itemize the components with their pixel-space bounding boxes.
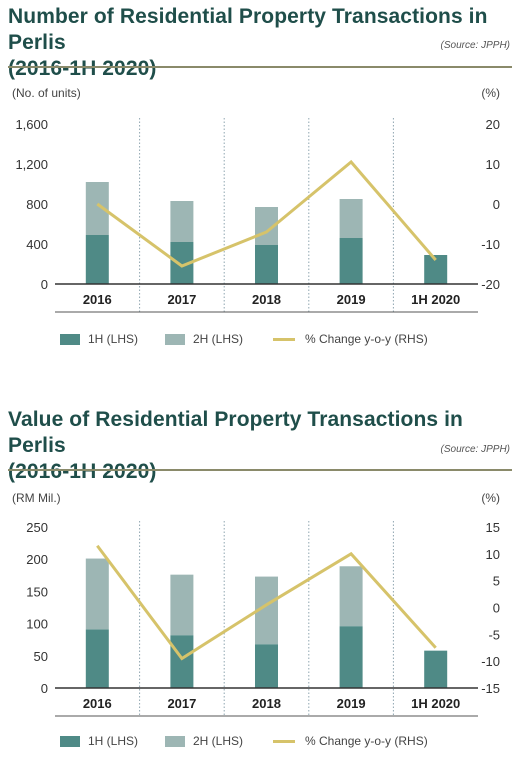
x-tick-label: 2016 bbox=[83, 292, 112, 307]
left-tick-label: 800 bbox=[26, 197, 48, 212]
chart-title-line2: (2016-1H 2020) bbox=[8, 57, 157, 80]
legend-label-line: % Change y-o-y (RHS) bbox=[305, 734, 428, 748]
chart-title-line1: Value of Residential Property Transactio… bbox=[8, 408, 463, 457]
legend-item-line: % Change y-o-y (RHS) bbox=[273, 734, 428, 748]
legend-swatch-2h bbox=[165, 333, 185, 345]
bar-1h bbox=[424, 255, 448, 284]
value-chart: (RM Mil.) (%) 0 50 100 150 200 250 -15 -10 -5 0 5 10 1… bbox=[12, 491, 500, 717]
right-tick-label: 15 bbox=[486, 520, 500, 535]
right-tick-label: 0 bbox=[493, 197, 500, 212]
chart-legend: 1H (LHS) 2H (LHS) % Change y-o-y (RHS) bbox=[60, 332, 500, 348]
bar-1h bbox=[85, 235, 109, 284]
x-tick-label: 1H 2020 bbox=[411, 292, 460, 307]
left-tick-label: 0 bbox=[41, 277, 48, 292]
legend-item-line: % Change y-o-y (RHS) bbox=[273, 332, 428, 346]
bar-1h bbox=[170, 242, 194, 284]
x-tick-label: 1H 2020 bbox=[411, 696, 460, 711]
bar-1h bbox=[255, 245, 278, 284]
chart-source: (Source: JPPH) bbox=[440, 444, 510, 455]
bar-2h bbox=[339, 566, 363, 627]
bar-1h bbox=[85, 629, 109, 688]
legend-label-line: % Change y-o-y (RHS) bbox=[305, 332, 428, 346]
right-tick-label: -20 bbox=[481, 277, 500, 292]
left-axis-unit: (RM Mil.) bbox=[12, 491, 61, 505]
left-tick-label: 1,600 bbox=[15, 117, 48, 132]
right-tick-label: 10 bbox=[486, 157, 500, 172]
chart-title-line2: (2016-1H 2020) bbox=[8, 460, 157, 483]
right-tick-label: -5 bbox=[488, 627, 500, 642]
x-tick-label: 2017 bbox=[167, 292, 196, 307]
bar-1h bbox=[255, 644, 278, 688]
right-tick-label: -15 bbox=[481, 681, 500, 696]
x-tick-label: 2018 bbox=[252, 292, 281, 307]
legend-item-1h: 1H (LHS) bbox=[60, 332, 138, 346]
left-tick-label: 250 bbox=[26, 520, 48, 535]
x-tick-label: 2018 bbox=[252, 696, 281, 711]
x-tick-label: 2016 bbox=[83, 696, 112, 711]
legend-swatch-2h bbox=[165, 735, 185, 747]
right-axis-unit: (%) bbox=[481, 86, 500, 100]
line-pct-change bbox=[96, 544, 437, 661]
x-tick-label: 2019 bbox=[337, 292, 366, 307]
legend-item-2h: 2H (LHS) bbox=[165, 734, 243, 748]
legend-item-1h: 1H (LHS) bbox=[60, 734, 138, 748]
bar-2h bbox=[85, 182, 109, 235]
chart-panel-units: Number of Residential Property Transacti… bbox=[0, 0, 522, 380]
bar-1h bbox=[170, 635, 194, 688]
x-tick-label: 2017 bbox=[167, 696, 196, 711]
chart-title: Number of Residential Property Transacti… bbox=[8, 4, 522, 82]
legend-label-1h: 1H (LHS) bbox=[88, 332, 139, 346]
left-tick-label: 0 bbox=[41, 681, 48, 696]
chart-legend: 1H (LHS) 2H (LHS) % Change y-o-y (RHS) bbox=[60, 734, 500, 750]
left-tick-label: 150 bbox=[26, 584, 48, 599]
legend-swatch-line bbox=[273, 739, 295, 743]
legend-label-1h: 1H (LHS) bbox=[88, 734, 139, 748]
bar-2h bbox=[85, 558, 109, 630]
units-chart: (No. of units) (%) 0 400 800 1,200 1,600 -20 -10… bbox=[12, 86, 500, 313]
legend-label-2h: 2H (LHS) bbox=[193, 332, 244, 346]
left-tick-label: 50 bbox=[34, 649, 48, 664]
title-divider bbox=[8, 66, 512, 68]
right-tick-label: 20 bbox=[486, 117, 500, 132]
left-tick-label: 1,200 bbox=[15, 157, 48, 172]
legend-swatch-1h bbox=[60, 333, 80, 345]
right-axis-unit: (%) bbox=[481, 491, 500, 505]
bar-1h bbox=[424, 650, 448, 688]
bar-2h bbox=[339, 199, 363, 238]
bar-2h bbox=[255, 576, 278, 645]
bar-1h bbox=[339, 238, 363, 284]
right-tick-label: -10 bbox=[481, 654, 500, 669]
bar-2h bbox=[170, 201, 194, 242]
left-axis-unit: (No. of units) bbox=[12, 86, 81, 100]
bar-2h bbox=[170, 574, 194, 636]
chart-title: Value of Residential Property Transactio… bbox=[8, 407, 522, 485]
legend-label-2h: 2H (LHS) bbox=[193, 734, 244, 748]
x-tick-label: 2019 bbox=[337, 696, 366, 711]
left-tick-label: 200 bbox=[26, 552, 48, 567]
legend-item-2h: 2H (LHS) bbox=[165, 332, 243, 346]
right-tick-label: 5 bbox=[493, 574, 500, 589]
chart-title-line1: Number of Residential Property Transacti… bbox=[8, 5, 488, 54]
title-divider bbox=[8, 469, 512, 471]
bar-1h bbox=[339, 626, 363, 688]
right-tick-label: -10 bbox=[481, 237, 500, 252]
line-pct-change bbox=[96, 159, 437, 268]
right-tick-label: 0 bbox=[493, 601, 500, 616]
legend-swatch-1h bbox=[60, 735, 80, 747]
chart-panel-value: Value of Residential Property Transactio… bbox=[0, 402, 522, 776]
right-tick-label: 10 bbox=[486, 547, 500, 562]
chart-source: (Source: JPPH) bbox=[440, 40, 510, 51]
legend-swatch-line bbox=[273, 337, 295, 341]
left-tick-label: 100 bbox=[26, 617, 48, 632]
left-tick-label: 400 bbox=[26, 237, 48, 252]
